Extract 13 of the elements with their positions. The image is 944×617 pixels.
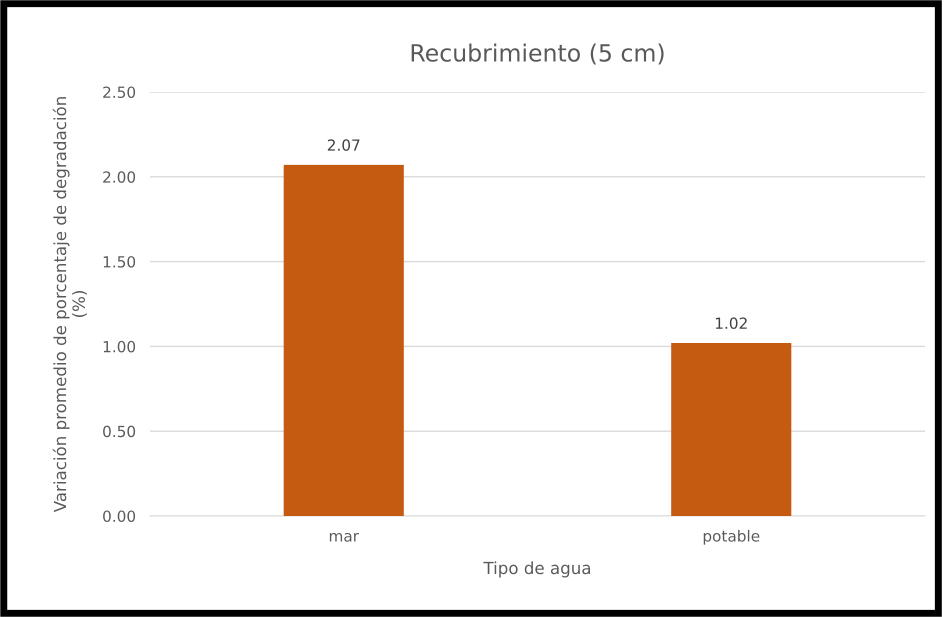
y-tick-label: 2.00: [103, 171, 136, 183]
data-label: 2.07: [328, 139, 360, 151]
y-axis-title: Variación promedio de porcentaje de degradación (%): [52, 97, 87, 512]
y-tick-label: 0.00: [103, 510, 136, 522]
x-tick-label: potable: [704, 530, 760, 545]
y-tick-label: 1.50: [104, 256, 136, 268]
data-label: 1.02: [716, 317, 747, 329]
y-tick-label: 1.00: [104, 340, 136, 352]
x-axis-title: Tipo de agua: [483, 561, 590, 578]
x-tick-label: mar: [330, 532, 360, 542]
chart-title: Recubrimiento (5 cm): [412, 44, 664, 65]
y-tick-label: 0.50: [103, 426, 136, 438]
y-tick-label: 2.50: [103, 86, 136, 98]
